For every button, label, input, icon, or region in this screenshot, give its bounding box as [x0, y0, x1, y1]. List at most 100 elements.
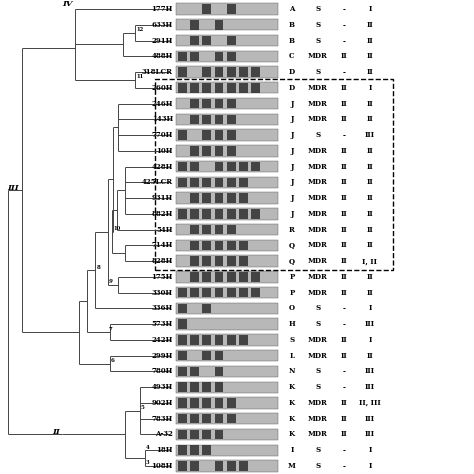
Bar: [202, 288, 211, 297]
Text: MDR: MDR: [308, 84, 328, 92]
Text: II: II: [341, 84, 347, 92]
Text: D: D: [289, 84, 295, 92]
Bar: [227, 225, 236, 234]
Bar: [176, 3, 278, 15]
Bar: [252, 162, 260, 172]
Text: J: J: [290, 131, 294, 139]
Text: MDR: MDR: [308, 289, 328, 297]
Bar: [190, 398, 199, 408]
Bar: [215, 130, 223, 140]
Bar: [178, 304, 187, 313]
Bar: [178, 178, 187, 187]
Bar: [239, 335, 248, 345]
Text: S: S: [315, 36, 320, 45]
Text: -: -: [343, 446, 346, 454]
Bar: [176, 177, 278, 188]
Text: K: K: [289, 399, 295, 407]
Text: 931H: 931H: [152, 194, 173, 202]
Text: MDR: MDR: [308, 163, 328, 171]
Text: -: -: [343, 304, 346, 312]
Bar: [176, 192, 278, 204]
Bar: [176, 51, 278, 62]
Bar: [227, 36, 236, 46]
Text: M: M: [288, 462, 296, 470]
Bar: [190, 162, 199, 172]
Text: I: I: [290, 446, 294, 454]
Text: C: C: [289, 52, 295, 60]
Bar: [178, 335, 187, 345]
Text: II: II: [366, 163, 374, 171]
Bar: [190, 209, 199, 219]
Text: -: -: [343, 21, 346, 29]
Text: 10H: 10H: [156, 147, 173, 155]
Text: P: P: [289, 289, 295, 297]
Text: 493H: 493H: [152, 383, 173, 391]
Bar: [176, 460, 278, 472]
Bar: [190, 272, 199, 282]
Text: II: II: [366, 100, 374, 108]
Text: II: II: [341, 241, 347, 249]
Text: I: I: [368, 446, 372, 454]
Text: 143H: 143H: [152, 115, 173, 123]
Bar: [202, 178, 211, 187]
Bar: [215, 430, 223, 439]
Bar: [190, 288, 199, 297]
Text: 330H: 330H: [152, 289, 173, 297]
Text: 299H: 299H: [152, 352, 173, 360]
Text: 108H: 108H: [152, 462, 173, 470]
Bar: [176, 82, 278, 93]
Bar: [176, 224, 278, 235]
Text: II: II: [366, 115, 374, 123]
Bar: [190, 446, 199, 455]
Bar: [176, 429, 278, 440]
Bar: [176, 208, 278, 219]
Text: MDR: MDR: [308, 352, 328, 360]
Bar: [176, 319, 278, 330]
Bar: [176, 145, 278, 156]
Bar: [176, 303, 278, 314]
Bar: [215, 52, 223, 61]
Text: 260H: 260H: [152, 84, 173, 92]
Text: S: S: [315, 383, 320, 391]
Bar: [190, 430, 199, 439]
Text: 11: 11: [136, 74, 143, 80]
Bar: [215, 256, 223, 266]
Text: II: II: [366, 241, 374, 249]
Bar: [178, 446, 187, 455]
Text: II, III: II, III: [359, 399, 381, 407]
Bar: [190, 256, 199, 266]
Bar: [202, 115, 211, 124]
Bar: [178, 398, 187, 408]
Bar: [178, 288, 187, 297]
Bar: [227, 99, 236, 109]
Text: O: O: [289, 304, 295, 312]
Text: 780H: 780H: [152, 367, 173, 375]
Text: II: II: [341, 257, 347, 265]
Bar: [239, 256, 248, 266]
Text: 318LCR: 318LCR: [142, 68, 173, 76]
Bar: [227, 256, 236, 266]
Text: II: II: [341, 210, 347, 218]
Text: II: II: [341, 289, 347, 297]
Bar: [227, 241, 236, 250]
Bar: [176, 382, 278, 393]
Bar: [239, 288, 248, 297]
Bar: [215, 178, 223, 187]
Bar: [215, 99, 223, 109]
Bar: [202, 4, 211, 14]
Bar: [227, 178, 236, 187]
Text: S: S: [290, 336, 294, 344]
Bar: [252, 288, 260, 297]
Bar: [239, 209, 248, 219]
Bar: [227, 67, 236, 77]
Bar: [252, 209, 260, 219]
Bar: [202, 383, 211, 392]
Text: II: II: [341, 336, 347, 344]
Bar: [190, 225, 199, 234]
Bar: [176, 66, 278, 78]
Bar: [190, 146, 199, 155]
Text: L: L: [290, 352, 294, 360]
Bar: [190, 335, 199, 345]
Text: -: -: [343, 5, 346, 13]
Text: D: D: [289, 68, 295, 76]
